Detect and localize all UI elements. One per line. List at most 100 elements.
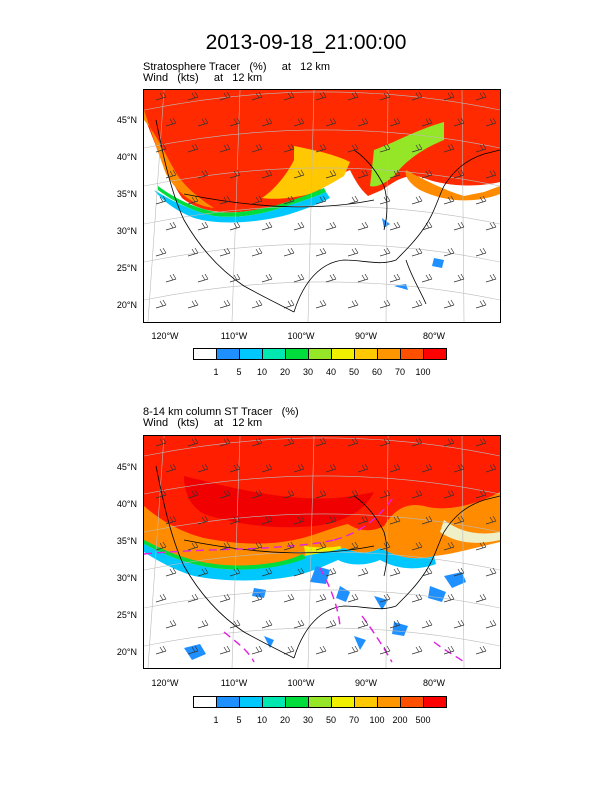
wind-barb [219, 91, 231, 101]
wind-barb [357, 221, 369, 231]
wind-barb [475, 541, 487, 551]
wind-barb [155, 195, 167, 205]
lat-label-40n: 40°N [116, 152, 137, 162]
wind-barb [411, 645, 423, 655]
tracer-fill-red-deep [184, 476, 374, 528]
wind-barb [155, 299, 167, 309]
wind-barb [379, 91, 391, 101]
colorbar-1-box-2 [216, 348, 240, 360]
wind-barb [379, 437, 391, 447]
colorbar-1-label: 100 [415, 367, 431, 377]
colorbar-2-label: 50 [325, 715, 336, 725]
wind-barb [219, 299, 231, 309]
wind-barb [187, 91, 199, 101]
wind-barb [155, 645, 167, 655]
panel1-title-line2: Wind (kts) at 12 km [143, 72, 263, 84]
lat-label-40n: 40°N [116, 499, 137, 509]
wind-barb [485, 169, 497, 179]
colorbar-2-label: 70 [348, 715, 359, 725]
colorbar-2-label: 10 [256, 715, 267, 725]
wind-barb [379, 541, 391, 551]
wind-barb [283, 195, 295, 205]
wind-barb [421, 619, 433, 629]
wind-barb [347, 489, 359, 499]
wind-barb [411, 143, 423, 153]
wind-barb [315, 299, 327, 309]
lat-label-25n: 25°N [116, 263, 137, 273]
wind-barb [443, 91, 455, 101]
wind-barb [453, 515, 465, 525]
wind-barb [283, 489, 295, 499]
wind-barb [251, 593, 263, 603]
wind-barb [411, 489, 423, 499]
lon-label-100w: 100°W [287, 331, 315, 341]
wind-barb [379, 489, 391, 499]
colorbar-2-box-2 [216, 696, 240, 708]
wind-barb [389, 117, 401, 127]
colorbar-2-label: 1 [213, 715, 219, 725]
wind-barb [219, 247, 231, 257]
lon-label-80w: 80°W [422, 331, 446, 341]
wind-barb [229, 221, 241, 231]
colorbar-1-box-11 [423, 348, 447, 360]
tracer-fill-orange [144, 110, 214, 208]
wind-barb [187, 593, 199, 603]
wind-barb [411, 437, 423, 447]
lon-label-120w: 120°W [151, 678, 179, 688]
wind-barb [475, 593, 487, 603]
wind-barb [261, 619, 273, 629]
colorbar-2-box-5 [285, 696, 309, 708]
wind-barb [155, 143, 167, 153]
wind-barb [443, 299, 455, 309]
colorbar-1-box-4 [262, 348, 286, 360]
lon-label-100w: 100°W [287, 678, 315, 688]
graticule [144, 436, 500, 668]
wind-barb [475, 437, 487, 447]
wind-barb [453, 463, 465, 473]
wind-barb [315, 195, 327, 205]
wind-barb [315, 247, 327, 257]
wind-barb [187, 541, 199, 551]
wind-barb [229, 515, 241, 525]
wind-barb [443, 247, 455, 257]
lat-label-35n: 35°N [116, 536, 137, 546]
colorbar-1-label: 50 [348, 367, 359, 377]
coastlines [155, 465, 500, 659]
lat-label-20n: 20°N [116, 300, 137, 310]
lat-label-30n: 30°N [116, 226, 137, 236]
wind-barb [453, 221, 465, 231]
wind-barb [379, 195, 391, 205]
wind-barb [421, 117, 433, 127]
wind-barb [357, 567, 369, 577]
wind-barb [443, 645, 455, 655]
wind-barb [155, 91, 167, 101]
wind-barb [251, 299, 263, 309]
wind-barb [165, 463, 177, 473]
wind-barb [165, 221, 177, 231]
wind-barb [421, 273, 433, 283]
colorbar-2-box-9 [377, 696, 401, 708]
colorbar-2-box-3 [239, 696, 263, 708]
wind-barb [219, 195, 231, 205]
wind-barb [283, 593, 295, 603]
wind-barb [315, 91, 327, 101]
wind-barb [261, 463, 273, 473]
wind-barb [155, 593, 167, 603]
wind-barb [197, 273, 209, 283]
wind-barb [443, 541, 455, 551]
wind-barb [187, 195, 199, 205]
wind-barb [443, 593, 455, 603]
wind-barb [283, 299, 295, 309]
wind-barb [261, 221, 273, 231]
wind-barb [315, 645, 327, 655]
colorbar-2-box-1 [193, 696, 217, 708]
wind-barb [379, 593, 391, 603]
wind-barb [251, 143, 263, 153]
wind-barb [347, 593, 359, 603]
wind-barb [283, 541, 295, 551]
wind-barb [357, 117, 369, 127]
colorbar-2-label: 200 [392, 715, 408, 725]
wind-barb [197, 221, 209, 231]
colorbar-2-label: 20 [279, 715, 290, 725]
wind-barb [315, 593, 327, 603]
